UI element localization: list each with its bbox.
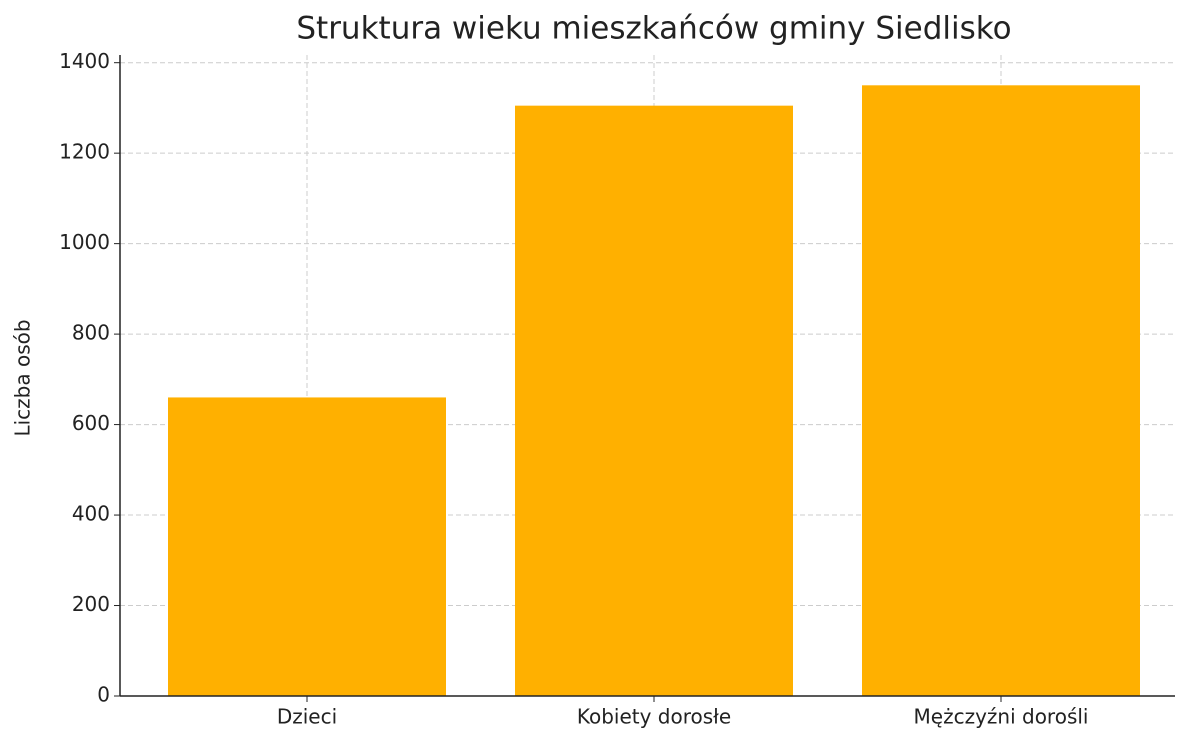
y-tick-label: 400 bbox=[72, 502, 110, 526]
y-tick-label: 1400 bbox=[59, 49, 110, 73]
y-tick-label: 800 bbox=[72, 321, 110, 345]
x-tick-label: Kobiety dorosłe bbox=[577, 705, 731, 729]
bar bbox=[168, 397, 446, 696]
chart-title: Struktura wieku mieszkańców gminy Siedli… bbox=[296, 11, 1011, 47]
bar bbox=[862, 85, 1140, 696]
y-tick-label: 1000 bbox=[59, 230, 110, 254]
y-tick-label: 0 bbox=[97, 683, 110, 707]
y-axis-label: Liczba osób bbox=[11, 319, 35, 436]
bar bbox=[515, 105, 793, 696]
x-tick-label: Dzieci bbox=[277, 705, 337, 729]
y-tick-label: 600 bbox=[72, 411, 110, 435]
y-tick-label: 1200 bbox=[59, 140, 110, 164]
x-tick-label: Mężczyźni dorośli bbox=[914, 705, 1089, 729]
y-tick-label: 200 bbox=[72, 592, 110, 616]
